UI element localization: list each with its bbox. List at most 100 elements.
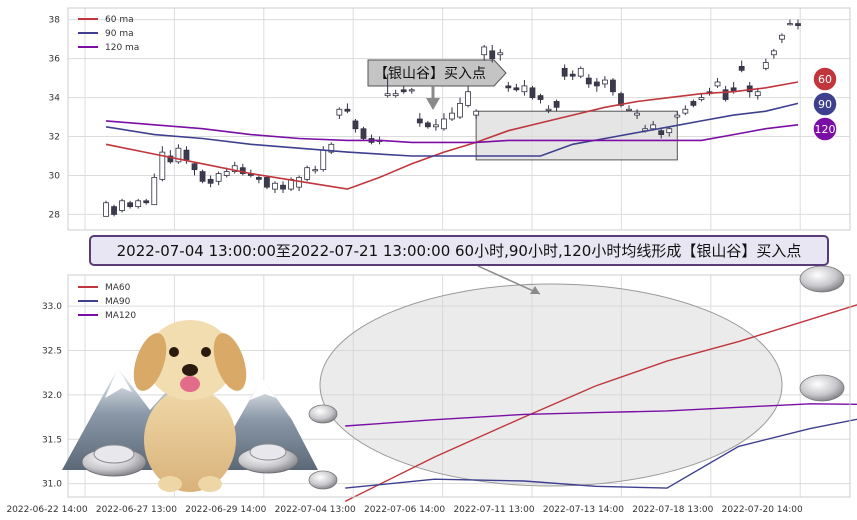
- top-line-ma120: [105, 120, 799, 144]
- candle-body: [779, 34, 785, 40]
- candle-body: [191, 163, 198, 171]
- candle-body: [143, 200, 150, 204]
- x-tick-label: 2022-07-06 14:00: [364, 505, 445, 515]
- top-y-axis: 28 30 32 34 36 38: [49, 16, 61, 221]
- candle-body: [738, 66, 745, 71]
- bottom-y-tick-label: 31.0: [42, 480, 62, 490]
- candles: [103, 19, 801, 217]
- candle-body: [264, 177, 270, 188]
- candle-body: [569, 73, 576, 77]
- highlight-ellipse: [319, 283, 783, 487]
- candle-body: [424, 122, 431, 128]
- candle-body: [159, 151, 166, 180]
- candle-body: [698, 97, 705, 100]
- candle-body: [223, 171, 230, 176]
- candle-body: [127, 202, 134, 208]
- candle-body: [408, 89, 415, 92]
- candle-body: [610, 79, 616, 93]
- bottom-y-tick-label: 32.0: [42, 391, 62, 401]
- candle-body: [787, 23, 793, 26]
- badge-ma120: [812, 116, 838, 142]
- silver-ingot-icon-a: [308, 404, 338, 424]
- candle-body: [762, 62, 769, 69]
- signal-banner-text: 2022-07-04 13:00:00至2022-07-21 13:00:00 …: [117, 242, 802, 260]
- candle-body: [384, 93, 391, 97]
- x-tick-label: 2022-07-11 13:00: [453, 505, 534, 515]
- candle-body: [674, 114, 681, 118]
- badge-label-ma60: 60: [818, 73, 832, 86]
- candle-body: [392, 93, 399, 97]
- buy-point-callout: [367, 59, 507, 87]
- candle-body: [561, 67, 568, 77]
- candle-body: [175, 147, 182, 163]
- ma-lines-top: [105, 81, 799, 190]
- bottom-legend-label-ma90: MA90: [105, 297, 131, 307]
- bottom-y-tick-label: 33.0: [42, 302, 62, 312]
- x-tick-label: 2022-06-29 14:00: [185, 505, 266, 515]
- bottom-line-ma90: [345, 418, 857, 489]
- candle-body: [360, 128, 367, 139]
- bottom-legend-label-ma60: MA60: [105, 283, 131, 293]
- candle-body: [400, 89, 407, 93]
- candle-body: [280, 184, 286, 190]
- candle-body: [416, 118, 423, 124]
- signal-banner: [89, 235, 829, 266]
- candle-body: [449, 112, 455, 120]
- top-grid: [68, 8, 850, 230]
- silver-ingot-icon-c: [799, 265, 845, 293]
- top-legend-label-ma60: 60 ma: [105, 15, 134, 25]
- buy-zone-box: [475, 110, 678, 161]
- candle-body: [481, 46, 488, 56]
- candle-body: [135, 200, 142, 208]
- buy-point-callout-text: 【银山谷】买入点: [374, 66, 486, 82]
- bottom-legend: MA60 MA90 MA120: [78, 283, 136, 321]
- candle-body: [328, 143, 335, 153]
- candle-body: [513, 87, 520, 91]
- candle-body: [545, 108, 552, 111]
- top-y-tick-label: 34: [49, 94, 61, 104]
- banner-pointer-head: [530, 286, 540, 294]
- candle-body: [593, 81, 600, 87]
- candle-body: [634, 112, 640, 116]
- candle-body: [215, 173, 222, 182]
- candle-body: [658, 130, 665, 135]
- candle-body: [320, 149, 327, 171]
- bottom-y-axis: 31.0 31.5 32.0 32.5 33.0: [42, 302, 62, 490]
- candle-body: [119, 200, 125, 211]
- x-tick-label: 2022-07-18 13:00: [632, 505, 713, 515]
- end-badges: 60 90 120: [812, 66, 838, 142]
- candle-body: [666, 128, 673, 134]
- candle-body: [497, 52, 504, 56]
- candle-body: [103, 202, 109, 217]
- candle-body: [167, 155, 174, 163]
- banner-pointer-line: [477, 265, 541, 295]
- candle-body: [770, 50, 777, 56]
- top-legend: 60 ma 90 ma 120 ma: [78, 15, 139, 53]
- bottom-frame: [67, 274, 851, 498]
- bottom-line-ma60: [344, 304, 857, 503]
- candle-body: [344, 108, 351, 112]
- badge-ma90: [812, 91, 838, 117]
- bottom-legend-label-ma120: MA120: [105, 311, 136, 321]
- candle-body: [433, 124, 439, 128]
- x-tick-label: 2022-06-22 14:00: [6, 505, 87, 515]
- top-y-tick-label: 32: [49, 133, 60, 143]
- top-line-ma90: [105, 102, 799, 157]
- candle-body: [521, 85, 528, 93]
- bottom-y-tick-label: 31.5: [42, 435, 62, 445]
- candle-body: [714, 81, 721, 87]
- silver-ingot-icon-b: [308, 470, 338, 490]
- buy-zone-annotation: 【银山谷】买入点: [367, 59, 678, 161]
- candle-body: [231, 165, 238, 172]
- candle-body: [304, 167, 311, 180]
- x-tick-label: 2022-07-13 14:00: [543, 505, 624, 515]
- silver-ingot-left-icon: [81, 444, 147, 477]
- candle-body: [312, 169, 319, 172]
- candle-body: [577, 67, 584, 77]
- top-legend-label-ma120: 120 ma: [105, 43, 139, 53]
- candle-body: [505, 85, 512, 89]
- top-y-tick-label: 38: [49, 16, 61, 26]
- candle-body: [336, 108, 343, 116]
- candle-body: [199, 171, 206, 182]
